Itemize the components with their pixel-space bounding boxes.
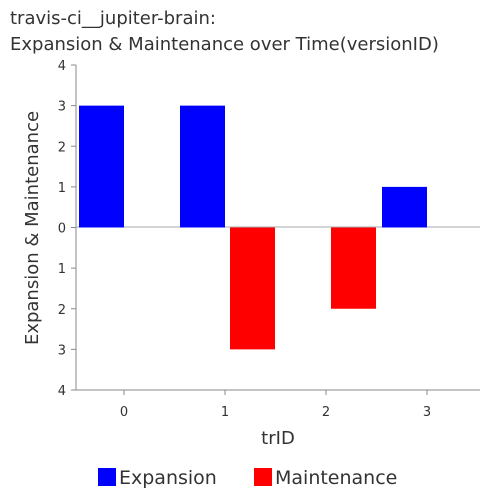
x-tick-label: 1 [221, 405, 229, 420]
bar-expansion-3 [382, 186, 427, 228]
legend: Expansion Maintenance [98, 467, 397, 489]
y-tick-label: 2 [58, 140, 66, 155]
legend-swatch-maintenance [254, 468, 272, 486]
chart-title: travis-ci__jupiter-brain: Expansion & Ma… [10, 6, 439, 58]
y-tick-label: 4 [58, 59, 66, 74]
bar-expansion-0 [79, 105, 124, 228]
y-tick-label: 1 [58, 262, 66, 277]
x-ticks: 0 1 2 3 [120, 390, 431, 420]
bar-maintenance-2 [331, 227, 376, 309]
x-tick-label: 2 [322, 405, 330, 420]
y-tick-label: 1 [58, 181, 66, 196]
chart-title-line-2: Expansion & Maintenance over Time(versio… [10, 34, 439, 55]
legend-label-expansion: Expansion [119, 467, 217, 489]
y-axis-label: Expansion & Maintenance [22, 111, 43, 345]
legend-swatch-expansion [98, 468, 116, 486]
x-tick-label: 3 [423, 405, 431, 420]
y-tick-label: 3 [58, 343, 66, 358]
bar-expansion-1 [180, 105, 225, 228]
legend-label-maintenance: Maintenance [275, 467, 397, 489]
y-tick-label: 4 [58, 384, 66, 399]
bar-maintenance-1 [230, 227, 275, 350]
x-tick-label: 0 [120, 405, 128, 420]
y-tick-label: 0 [58, 222, 66, 237]
y-ticks: 4 3 2 1 0 1 2 3 4 [58, 59, 76, 399]
x-axis-label: trID [261, 428, 295, 449]
bars [79, 105, 427, 350]
chart-title-line-1: travis-ci__jupiter-brain: [10, 8, 216, 29]
y-tick-label: 2 [58, 303, 66, 318]
y-tick-label: 3 [58, 100, 66, 115]
